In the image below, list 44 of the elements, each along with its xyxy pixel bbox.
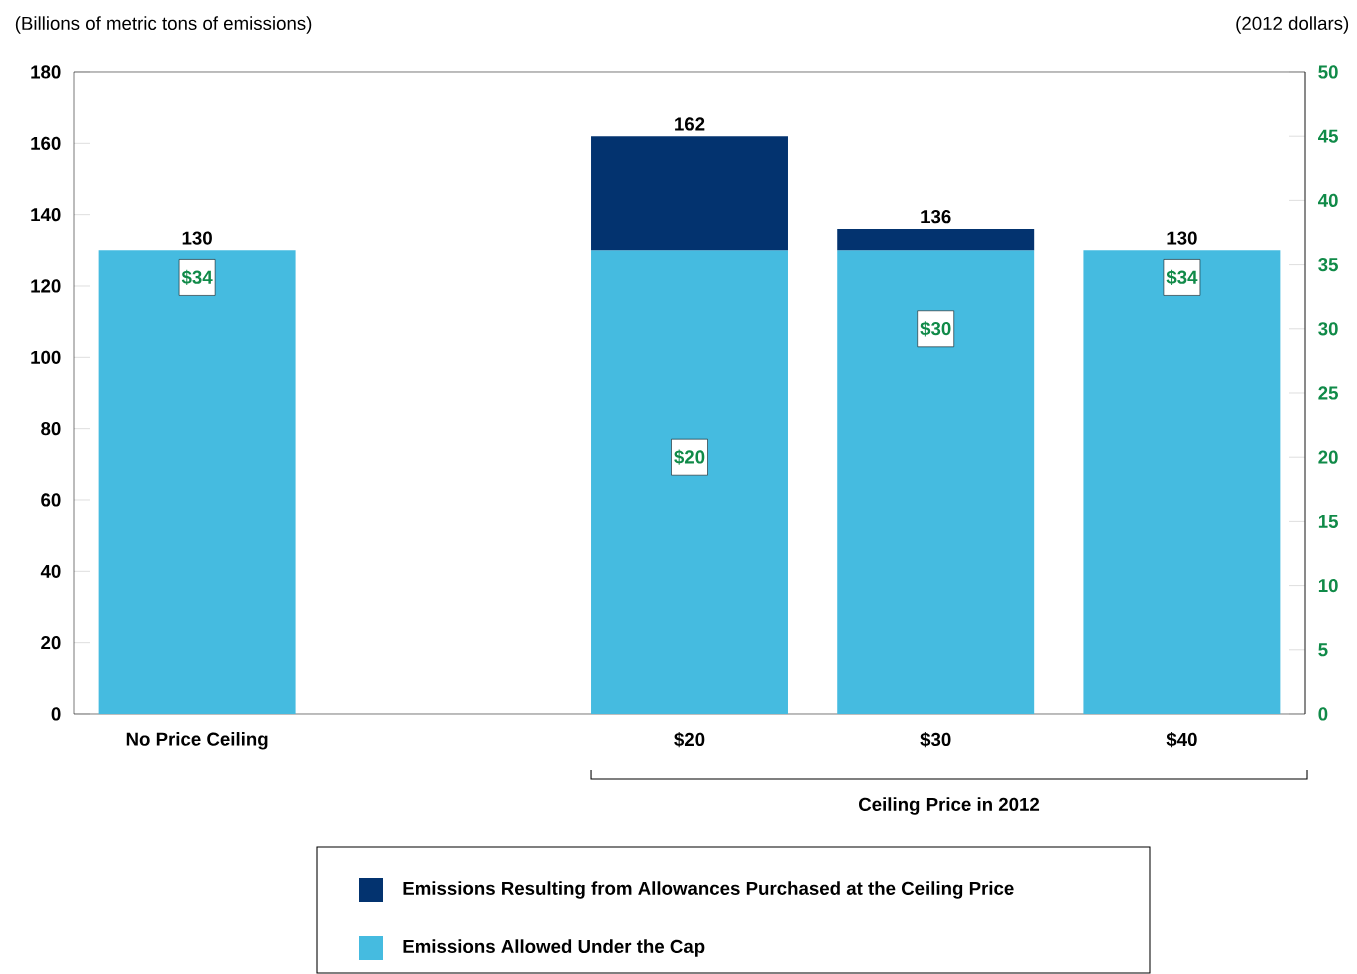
legend-label: Emissions Resulting from Allowances Purchased at the Ceiling Price xyxy=(403,881,1014,899)
y2-tick-label: 10 xyxy=(1318,578,1338,593)
x-tick-label: $30 xyxy=(920,732,951,748)
x-tick-label: No Price Ceiling xyxy=(126,732,268,750)
total-label: 130 xyxy=(1167,231,1197,245)
y2-tick-label: 50 xyxy=(1318,65,1338,79)
data-label: $30 xyxy=(920,321,951,337)
y2-tick-label: 25 xyxy=(1318,386,1338,400)
y2-tick-label: 30 xyxy=(1318,322,1338,336)
total-label: 136 xyxy=(921,210,951,224)
y2-tick-label: 0 xyxy=(1318,707,1328,721)
data-label: $34 xyxy=(1166,269,1198,286)
y-tick-label: 80 xyxy=(41,422,61,436)
data-label: $20 xyxy=(674,449,705,465)
y-tick-label: 0 xyxy=(51,707,61,721)
y2-tick-label: 20 xyxy=(1318,450,1338,464)
bar xyxy=(837,250,1035,714)
bar xyxy=(837,228,1035,251)
y2-axis-title: (2012 dollars) xyxy=(1236,16,1349,34)
y-tick-label: 140 xyxy=(31,208,61,222)
total-label: 162 xyxy=(675,117,705,131)
bar xyxy=(98,250,296,714)
y2-tick-label: 15 xyxy=(1318,514,1338,528)
y2-tick-label: 45 xyxy=(1318,129,1338,143)
x-tick-label: $20 xyxy=(674,732,705,748)
y-tick-label: 180 xyxy=(31,65,61,79)
bar xyxy=(591,250,788,714)
total-label: 130 xyxy=(182,231,212,245)
y-tick-label: 40 xyxy=(40,564,61,578)
data-label: $34 xyxy=(181,269,213,286)
bar xyxy=(1083,250,1281,714)
y-axis-title: (Billions of metric tons of emissions) xyxy=(15,16,312,34)
y-tick-label: 100 xyxy=(31,350,61,364)
y2-tick-label: 40 xyxy=(1318,193,1338,207)
legend-label: Emissions Allowed Under the Cap xyxy=(403,939,705,957)
y-tick-label: 120 xyxy=(31,279,61,293)
x-tick-label: $40 xyxy=(1166,732,1197,748)
y-tick-label: 60 xyxy=(41,493,61,507)
y-tick-label: 160 xyxy=(31,136,61,150)
y2-tick-label: 5 xyxy=(1318,643,1328,657)
y-tick-label: 20 xyxy=(41,636,61,650)
bar xyxy=(591,136,788,251)
y2-tick-label: 35 xyxy=(1318,257,1338,272)
text: Ceiling Price in 2012 xyxy=(859,797,1040,815)
